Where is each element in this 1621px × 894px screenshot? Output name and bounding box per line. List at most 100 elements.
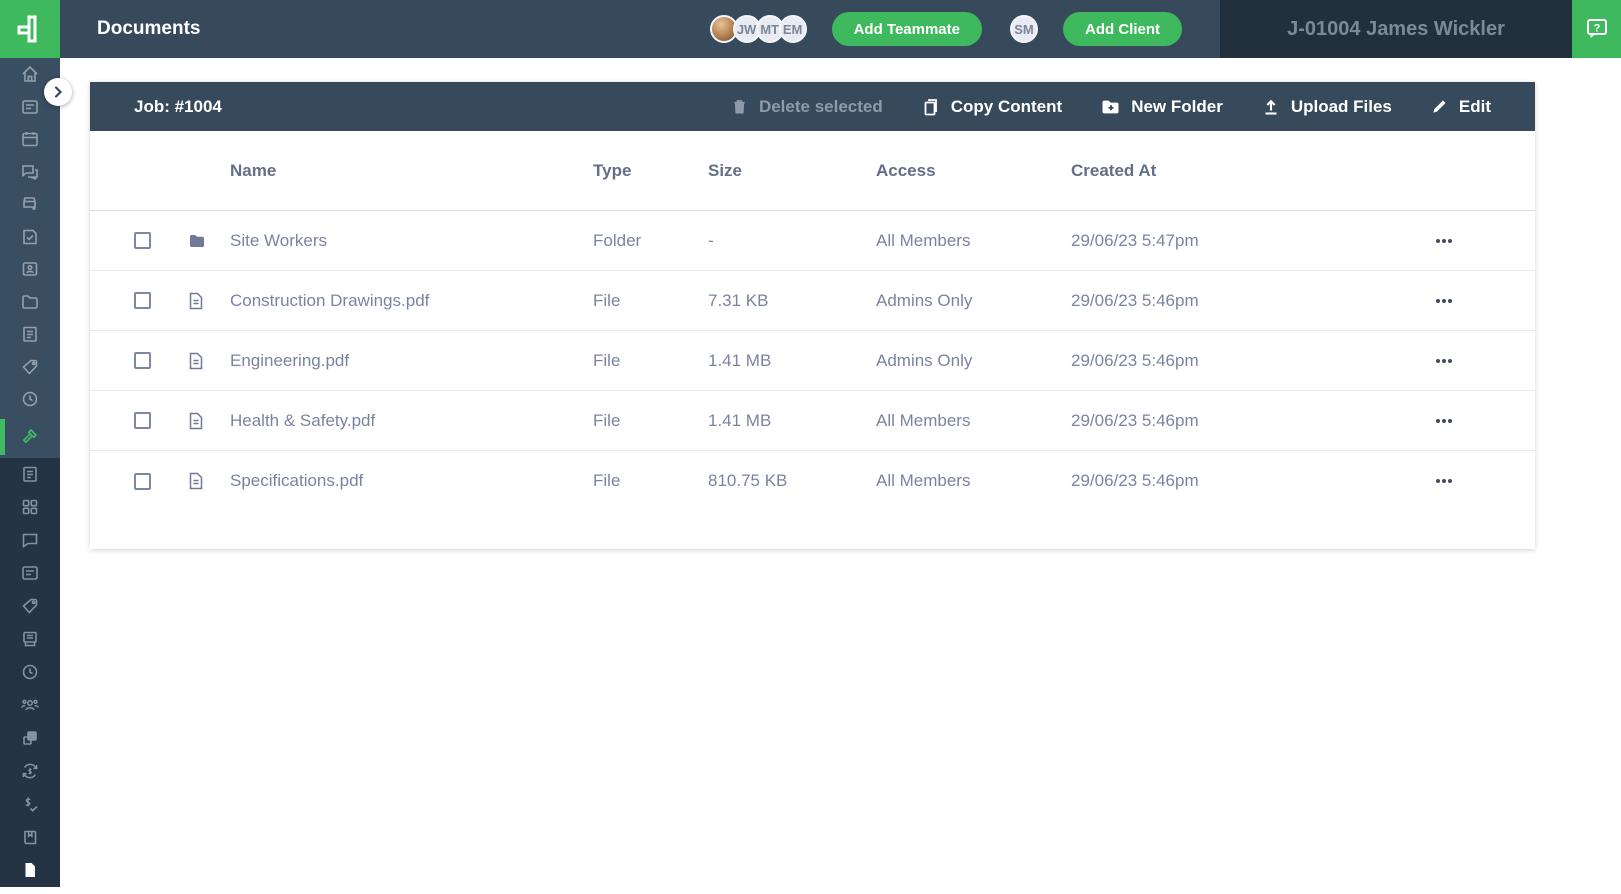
row-menu-button[interactable] [1436,355,1452,367]
sidebar-item-pricing[interactable] [0,351,60,384]
job-reference-text: J-01004 James Wickler [1287,17,1505,40]
sidebar-item-notes[interactable] [0,318,60,351]
file-type: Folder [593,230,642,250]
file-name[interactable]: Site Workers [230,230,327,250]
card-toolbar: Job: #1004 Delete selected Copy Content … [90,82,1535,131]
table-row[interactable]: Site Workers Folder - All Members 29/06/… [90,211,1535,271]
upload-icon [1261,97,1281,117]
tradify-logo-icon [13,12,47,46]
job-reference-panel: J-01004 James Wickler [1220,0,1572,58]
folder-icon [187,231,207,251]
document-lines-icon [20,97,40,117]
sidebar-item-job-notes[interactable] [0,458,60,491]
table-row[interactable]: Engineering.pdf File 1.41 MB Admins Only… [90,331,1535,391]
chat-bubbles-icon [20,162,40,182]
file-type: File [593,471,621,490]
sidebar-item-files[interactable] [0,286,60,319]
sidebar-item-job-saved[interactable] [0,821,60,854]
sidebar-item-job-materials[interactable] [0,722,60,755]
row-menu-button[interactable] [1436,235,1452,247]
sidebar-item-job-docs[interactable] [0,557,60,590]
file-name[interactable]: Specifications.pdf [230,471,364,490]
clipboard-icon [20,464,40,484]
file-created-at: 29/06/23 5:46pm [1071,471,1199,490]
documents-card: Job: #1004 Delete selected Copy Content … [90,82,1535,549]
table-row[interactable]: Specifications.pdf File 810.75 KB All Me… [90,451,1535,511]
copy-icon [921,97,941,117]
row-checkbox[interactable] [134,472,151,490]
teammate-avatar[interactable]: EM [778,15,807,43]
currency-check-icon [20,794,40,814]
row-checkbox[interactable] [134,352,151,369]
top-bar: Documents JW MT EM Add Teammate SM Add C… [60,0,1621,58]
sidebar-item-categories[interactable] [0,491,60,524]
row-menu-button[interactable] [1436,295,1452,307]
sidebar-item-job-chat[interactable] [0,524,60,557]
file-name[interactable]: Engineering.pdf [230,350,350,370]
table-row[interactable]: Construction Drawings.pdf File 7.31 KB A… [90,271,1535,331]
file-access: Admins Only [876,290,973,310]
document-check-icon [20,227,40,247]
sidebar-item-job-pricing[interactable] [0,590,60,623]
column-header-size: Size [708,160,743,180]
row-checkbox[interactable] [134,412,151,429]
file-type: File [593,290,621,310]
active-indicator-bar [0,418,5,455]
sidebar-item-calendar[interactable] [0,123,60,156]
sidebar-expand-button[interactable] [44,78,72,106]
sidebar-item-job-billing[interactable] [0,755,60,788]
folder-icon [20,292,40,312]
column-header-name: Name [230,160,277,180]
svg-text:?: ? [1593,23,1600,35]
table-row[interactable]: Health & Safety.pdf File 1.41 MB All Mem… [90,391,1535,451]
add-client-button[interactable]: Add Client [1063,12,1182,46]
row-menu-button[interactable] [1436,415,1452,427]
chevron-right-icon [52,86,64,98]
file-icon [187,411,205,431]
row-checkbox[interactable] [134,292,151,309]
client-avatar[interactable]: SM [1010,15,1038,43]
copy-content-button[interactable]: Copy Content [921,97,1062,117]
sidebar-item-job-add[interactable] [0,188,60,221]
column-header-type: Type [593,160,632,180]
sidebar-item-contacts[interactable] [0,253,60,286]
sidebar-item-documents[interactable] [0,91,60,124]
storefront-add-icon [20,194,40,214]
file-icon [187,471,205,491]
new-folder-button[interactable]: New Folder [1100,97,1223,117]
file-name[interactable]: Health & Safety.pdf [230,410,376,430]
printer-icon [20,629,40,649]
trash-icon [730,97,749,116]
tag-icon [20,357,40,377]
file-size: - [708,230,714,250]
teammate-avatar[interactable]: JW [732,15,761,43]
toolbar-actions: Delete selected Copy Content New Folder … [730,97,1491,117]
upload-files-button[interactable]: Upload Files [1261,97,1392,117]
sidebar-item-job-page[interactable] [0,854,60,887]
sidebar-item-job-time[interactable] [0,656,60,689]
sidebar-item-job-payments[interactable] [0,788,60,821]
sidebar-item-timesheets[interactable] [0,383,60,416]
file-size: 1.41 MB [708,350,772,370]
teammate-avatar-group: JW MT EM [709,15,807,43]
sidebar-item-job-team[interactable] [0,689,60,722]
edit-button[interactable]: Edit [1430,97,1491,117]
sidebar-item-jobs-active[interactable] [0,416,60,458]
job-number-label: Job: #1004 [134,96,222,116]
page-title: Documents [97,18,201,39]
team-icon [19,695,41,715]
add-teammate-button[interactable]: Add Teammate [831,12,982,46]
delete-selected-button[interactable]: Delete selected [730,97,883,117]
app-logo[interactable] [0,0,60,58]
row-checkbox[interactable] [134,232,151,249]
sidebar-item-quotes[interactable] [0,221,60,254]
help-button[interactable]: ? [1572,0,1621,58]
sidebar-item-messages[interactable] [0,156,60,189]
grid-icon [20,497,40,517]
sidebar-item-home[interactable] [0,58,60,91]
row-menu-button[interactable] [1436,475,1452,487]
sidebar-item-job-print[interactable] [0,623,60,656]
file-name[interactable]: Construction Drawings.pdf [230,290,430,310]
file-access: Admins Only [876,350,973,370]
sidebar-bottom-section [0,457,60,887]
